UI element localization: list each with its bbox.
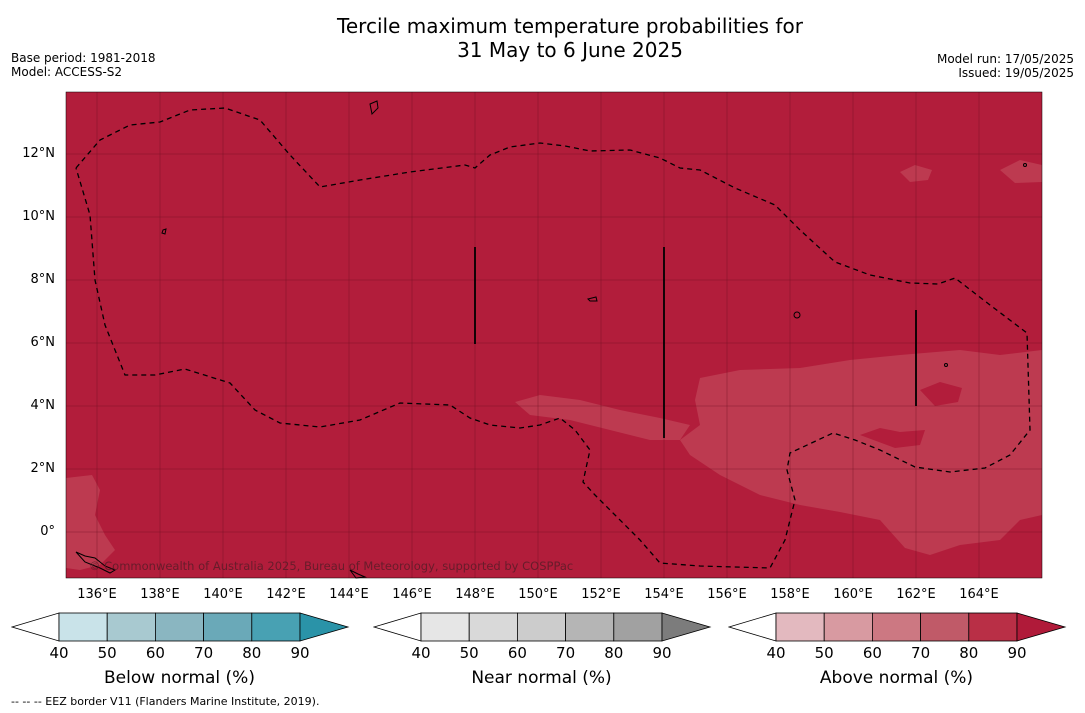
colorbar-tick: 60 bbox=[862, 644, 882, 662]
island-7 bbox=[1023, 163, 1027, 167]
model-run: Model run: 17/05/2025 bbox=[936, 52, 1074, 66]
title-line-1: Tercile maximum temperature probabilitie… bbox=[337, 14, 803, 38]
colorbar-tick: 80 bbox=[959, 644, 979, 662]
lat-label: 0° bbox=[40, 524, 55, 539]
colorbar-segment bbox=[203, 612, 253, 642]
colorbar-segment bbox=[251, 612, 301, 642]
colorbar-low-triangle bbox=[11, 612, 60, 642]
colorbar-segment bbox=[920, 612, 970, 642]
lighter-region-small bbox=[900, 165, 932, 182]
colorbar-segment bbox=[775, 612, 825, 642]
colorbar-tick: 70 bbox=[194, 644, 214, 662]
colorbar-tick: 40 bbox=[766, 644, 786, 662]
gridlines bbox=[66, 92, 1042, 578]
lat-label: 12°N bbox=[22, 146, 55, 161]
model-name: Model: ACCESS-S2 bbox=[11, 65, 123, 79]
map-frame bbox=[65, 91, 1043, 579]
footnote: -- -- -- EEZ border V11 (Flanders Marine… bbox=[11, 695, 320, 708]
island-3 bbox=[793, 311, 801, 319]
lon-label: 152°E bbox=[581, 587, 621, 602]
colorbar-title: Near normal (%) bbox=[471, 668, 612, 688]
issued-date: Issued: 19/05/2025 bbox=[958, 66, 1074, 80]
colorbar-segment bbox=[613, 612, 663, 642]
colorbar-tick: 50 bbox=[814, 644, 834, 662]
colorbar-tick: 90 bbox=[652, 644, 672, 662]
lat-label: 4°N bbox=[30, 398, 56, 413]
colorbar-tick: 90 bbox=[1007, 644, 1027, 662]
colorbar-segment bbox=[58, 612, 108, 642]
lon-label: 162°E bbox=[896, 587, 936, 602]
lon-label: 150°E bbox=[518, 587, 558, 602]
colorbar-segment bbox=[106, 612, 156, 642]
lon-label: 164°E bbox=[959, 587, 999, 602]
lighter-region-mid bbox=[515, 395, 690, 440]
colorbar-2 bbox=[728, 612, 1067, 642]
colorbar-tick: 70 bbox=[911, 644, 931, 662]
lat-label: 2°N bbox=[30, 461, 56, 476]
colorbar-segment bbox=[968, 612, 1018, 642]
colorbar-tick: 80 bbox=[242, 644, 262, 662]
colorbar-high-triangle bbox=[661, 612, 712, 642]
metadata-right: Model run: 17/05/2025 Issued: 19/05/2025 bbox=[937, 52, 1074, 80]
lon-label: 154°E bbox=[644, 587, 684, 602]
colorbar-title: Below normal (%) bbox=[104, 668, 255, 688]
colorbar-segment bbox=[516, 612, 566, 642]
colorbar-low-triangle bbox=[373, 612, 422, 642]
colorbar-tick: 40 bbox=[411, 644, 431, 662]
lat-label: 8°N bbox=[30, 272, 56, 287]
colorbar-0 bbox=[11, 612, 350, 642]
colorbar-segment bbox=[154, 612, 204, 642]
lon-label: 156°E bbox=[707, 587, 747, 602]
colorbar-segment bbox=[565, 612, 615, 642]
colorbar-tick: 80 bbox=[604, 644, 624, 662]
lon-label: 158°E bbox=[770, 587, 810, 602]
colorbar-1 bbox=[373, 612, 712, 642]
island-6 bbox=[944, 363, 948, 367]
lighter-region-west bbox=[66, 475, 115, 570]
colorbar-segment bbox=[468, 612, 518, 642]
island-guam bbox=[369, 100, 379, 116]
colorbar-low-triangle bbox=[728, 612, 777, 642]
darker-region bbox=[920, 382, 962, 406]
copyright-notice: © Commonwealth of Australia 2025, Bureau… bbox=[89, 559, 574, 573]
colorbar-tick: 50 bbox=[459, 644, 479, 662]
base-period: Base period: 1981-2018 bbox=[11, 51, 156, 65]
colorbar-segment bbox=[420, 612, 470, 642]
lat-label: 10°N bbox=[22, 209, 55, 224]
lon-label: 160°E bbox=[833, 587, 873, 602]
colorbar-tick: 50 bbox=[97, 644, 117, 662]
eez-border-palau-fsm-west bbox=[75, 107, 1031, 569]
island-4 bbox=[75, 551, 117, 574]
darker-region-2 bbox=[860, 428, 925, 448]
colorbar-high-triangle bbox=[299, 612, 350, 642]
lon-label: 146°E bbox=[392, 587, 432, 602]
colorbar-title: Above normal (%) bbox=[819, 668, 974, 688]
colorbar-tick: 60 bbox=[145, 644, 165, 662]
island-1 bbox=[161, 228, 167, 235]
boundary-lines bbox=[474, 247, 917, 438]
lon-label: 142°E bbox=[266, 587, 306, 602]
colorbar-tick: 90 bbox=[290, 644, 310, 662]
colorbar-tick: 40 bbox=[49, 644, 69, 662]
island-5 bbox=[349, 569, 367, 579]
lon-label: 144°E bbox=[329, 587, 369, 602]
colorbar-tick: 70 bbox=[556, 644, 576, 662]
lon-label: 140°E bbox=[203, 587, 243, 602]
lat-label: 6°N bbox=[30, 335, 56, 350]
islands bbox=[75, 100, 1027, 579]
eez-borders bbox=[75, 107, 1031, 569]
metadata-left: Base period: 1981-2018 Model: ACCESS-S2 bbox=[11, 51, 156, 79]
lon-label: 148°E bbox=[455, 587, 495, 602]
colorbar-high-triangle bbox=[1016, 612, 1067, 642]
lon-label: 138°E bbox=[140, 587, 180, 602]
lon-label: 136°E bbox=[77, 587, 117, 602]
map-title: Tercile maximum temperature probabilitie… bbox=[0, 14, 1085, 62]
colorbar-segment bbox=[823, 612, 873, 642]
colorbar-segment bbox=[871, 612, 921, 642]
island-2 bbox=[587, 296, 598, 302]
title-line-2: 31 May to 6 June 2025 bbox=[457, 38, 683, 62]
colorbar-tick: 60 bbox=[507, 644, 527, 662]
lighter-region-ne bbox=[1000, 160, 1042, 183]
